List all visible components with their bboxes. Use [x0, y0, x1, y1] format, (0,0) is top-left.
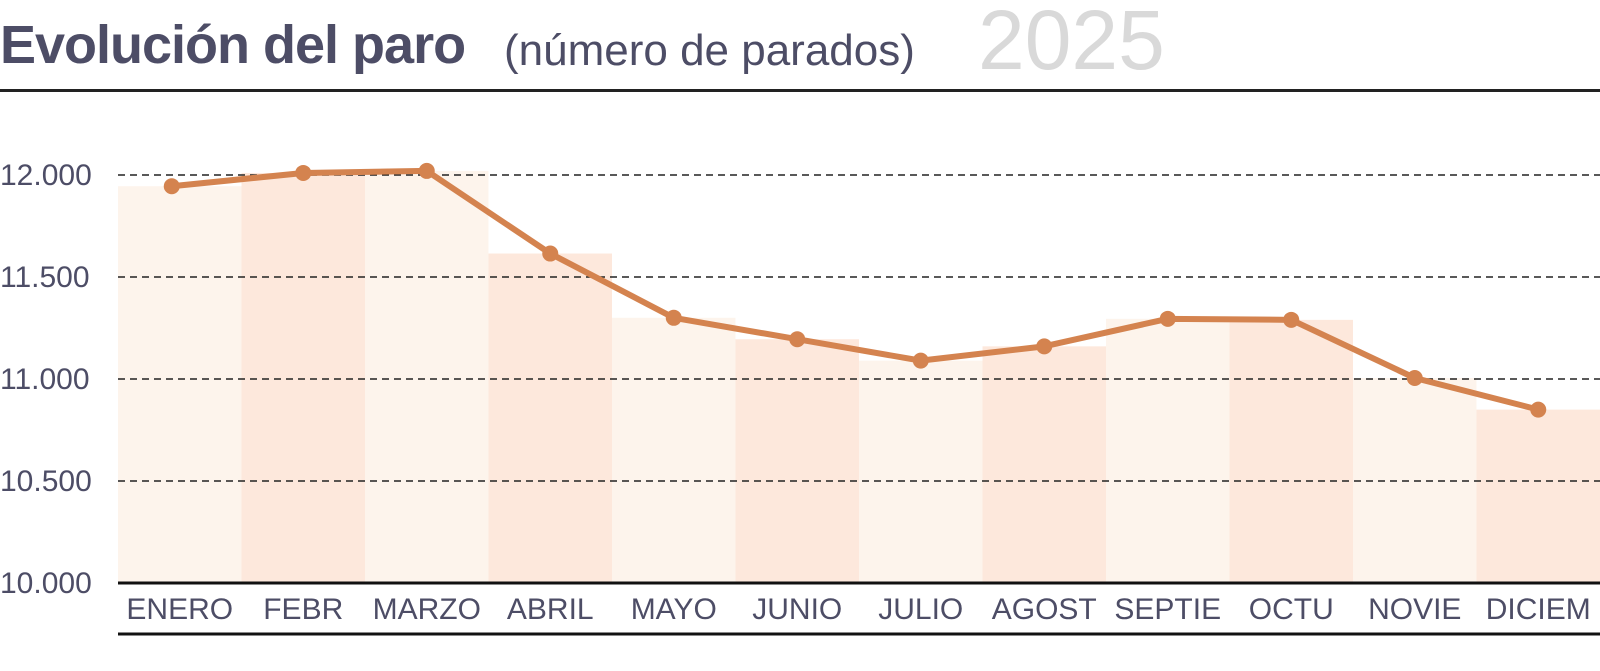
bar-enero — [118, 186, 242, 583]
x-tick-label: SEPTIE — [1114, 593, 1221, 626]
bar-febr — [241, 172, 365, 583]
bar-mayo — [612, 317, 736, 583]
x-tick-label: MAYO — [631, 593, 717, 626]
y-tick-label: 10.000 — [0, 567, 92, 600]
point-novie — [1406, 369, 1423, 386]
x-axis: ENERO FEBR MARZO ABRIL MAYO JUNIO JULIO AGOST SE… — [118, 581, 1600, 636]
x-tick-label: NOVIE — [1368, 593, 1461, 626]
x-tick-label: MARZO — [373, 593, 481, 626]
bar-diciem — [1476, 409, 1600, 583]
x-tick-label: DICIEM — [1486, 593, 1591, 626]
point-enero — [163, 178, 180, 195]
bar-julio — [859, 360, 983, 583]
point-junio — [789, 331, 806, 348]
y-tick-label: 12.000 — [0, 159, 92, 192]
y-axis: 10.000 10.500 11.000 11.500 12.000 — [0, 159, 92, 600]
line-layer — [163, 162, 1547, 418]
series-line — [168, 167, 1542, 413]
bar-octu — [1229, 319, 1353, 583]
point-diciem — [1530, 401, 1547, 418]
bar-abril — [488, 253, 612, 584]
grid-layer — [118, 174, 1600, 482]
header-rule — [0, 89, 1600, 92]
y-tick-label: 11.000 — [0, 363, 90, 396]
chart-title: Evolución del paro — [0, 15, 466, 75]
chart-year: 2025 — [978, 0, 1165, 87]
x-tick-label: ABRIL — [507, 593, 594, 626]
bar-agost — [982, 346, 1106, 583]
bar-marzo — [365, 170, 489, 584]
point-julio — [912, 352, 929, 369]
point-mayo — [665, 309, 682, 326]
point-febr — [295, 164, 312, 181]
point-octu — [1283, 311, 1300, 328]
point-abril — [542, 245, 559, 262]
point-marzo — [418, 162, 435, 179]
unemployment-chart: 10.000 10.500 11.000 11.500 12.000 ENERO FEBR… — [0, 159, 1600, 636]
chart-header: Evolución del paro (número de parados) 2… — [0, 0, 1600, 95]
y-tick-label: 11.500 — [0, 261, 90, 294]
point-septie — [1159, 310, 1176, 327]
x-tick-label: ENERO — [126, 593, 233, 626]
bars-layer — [118, 170, 1600, 584]
bar-junio — [735, 339, 859, 583]
x-tick-label: OCTU — [1249, 593, 1334, 626]
point-agost — [1036, 338, 1053, 355]
x-tick-label: FEBR — [263, 593, 343, 626]
x-tick-label: JULIO — [878, 593, 963, 626]
bar-septie — [1106, 318, 1230, 583]
x-tick-label: AGOST — [992, 593, 1097, 626]
chart-subtitle: (número de parados) — [504, 26, 915, 75]
x-tick-label: JUNIO — [752, 593, 842, 626]
y-tick-label: 10.500 — [0, 465, 92, 498]
